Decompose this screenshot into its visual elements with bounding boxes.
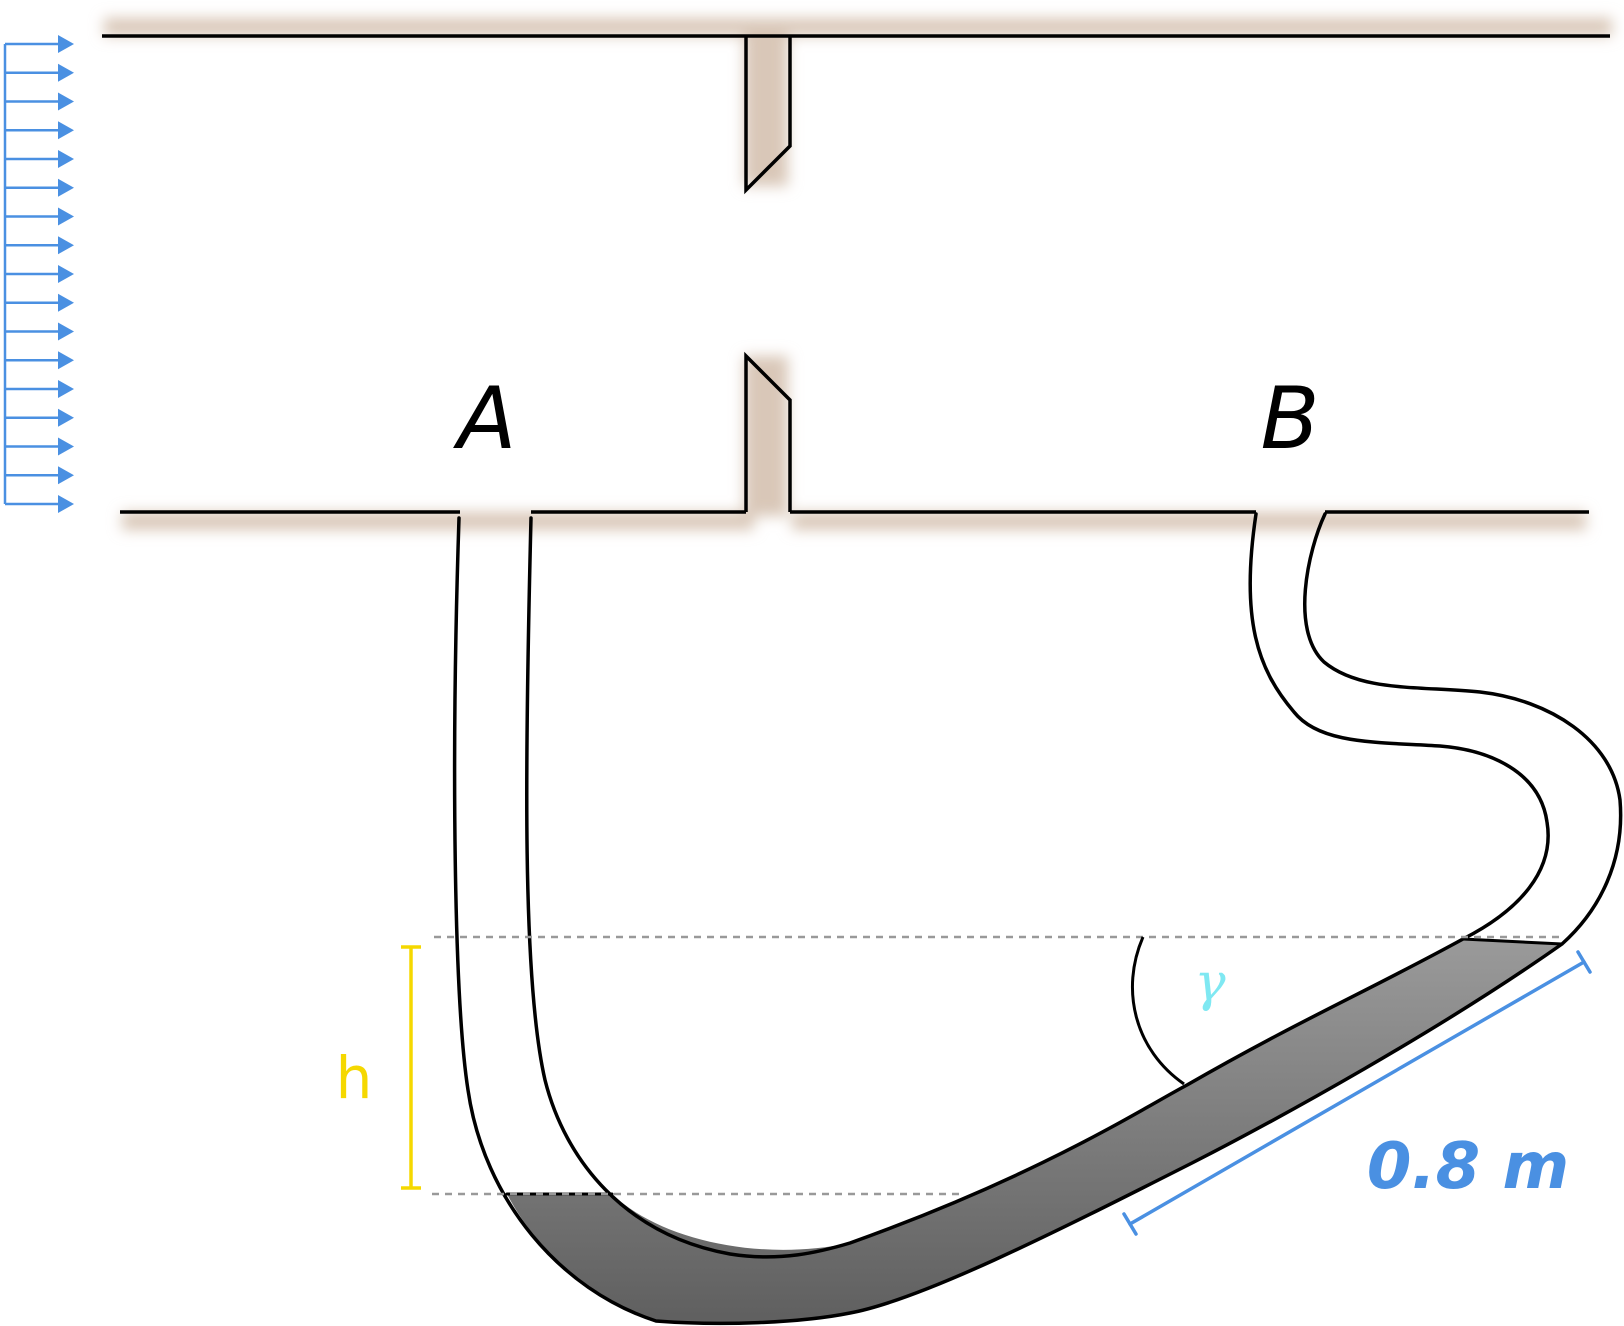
tap-b-label: B	[1261, 369, 1320, 469]
right-arrow-icon	[5, 150, 74, 168]
right-arrow-icon	[5, 63, 74, 82]
right-arrow-icon	[5, 351, 74, 370]
wall-shadows	[104, 18, 1612, 530]
lower-wall	[120, 351, 1589, 514]
right-arrow-icon	[5, 92, 74, 111]
right-arrow-icon	[5, 437, 74, 456]
height-marker	[401, 945, 421, 1190]
right-arrow-icon	[5, 35, 74, 53]
right-arrow-icon	[5, 408, 74, 427]
length-marker	[1122, 950, 1592, 1236]
manometer-fluid	[507, 939, 1562, 1324]
flow-arrows	[3, 35, 74, 513]
upper-wall	[102, 34, 1610, 195]
right-arrow-icon	[5, 207, 74, 226]
right-arrow-icon	[5, 265, 74, 283]
right-arrow-icon	[5, 380, 74, 398]
right-arrow-icon	[5, 293, 74, 312]
right-arrow-icon	[5, 121, 74, 140]
right-arrow-icon	[5, 178, 74, 197]
length-label: 0.8 m	[1367, 1130, 1569, 1204]
height-label: h	[336, 1044, 373, 1112]
reference-lines	[432, 935, 1564, 1196]
angle-arc	[1130, 936, 1185, 1086]
right-arrow-icon	[5, 495, 74, 513]
angle-label: γ	[1194, 953, 1226, 1013]
tap-a-label: A	[453, 369, 517, 469]
right-arrow-icon	[5, 236, 74, 255]
right-arrow-icon	[5, 466, 74, 485]
right-arrow-icon	[5, 322, 74, 341]
